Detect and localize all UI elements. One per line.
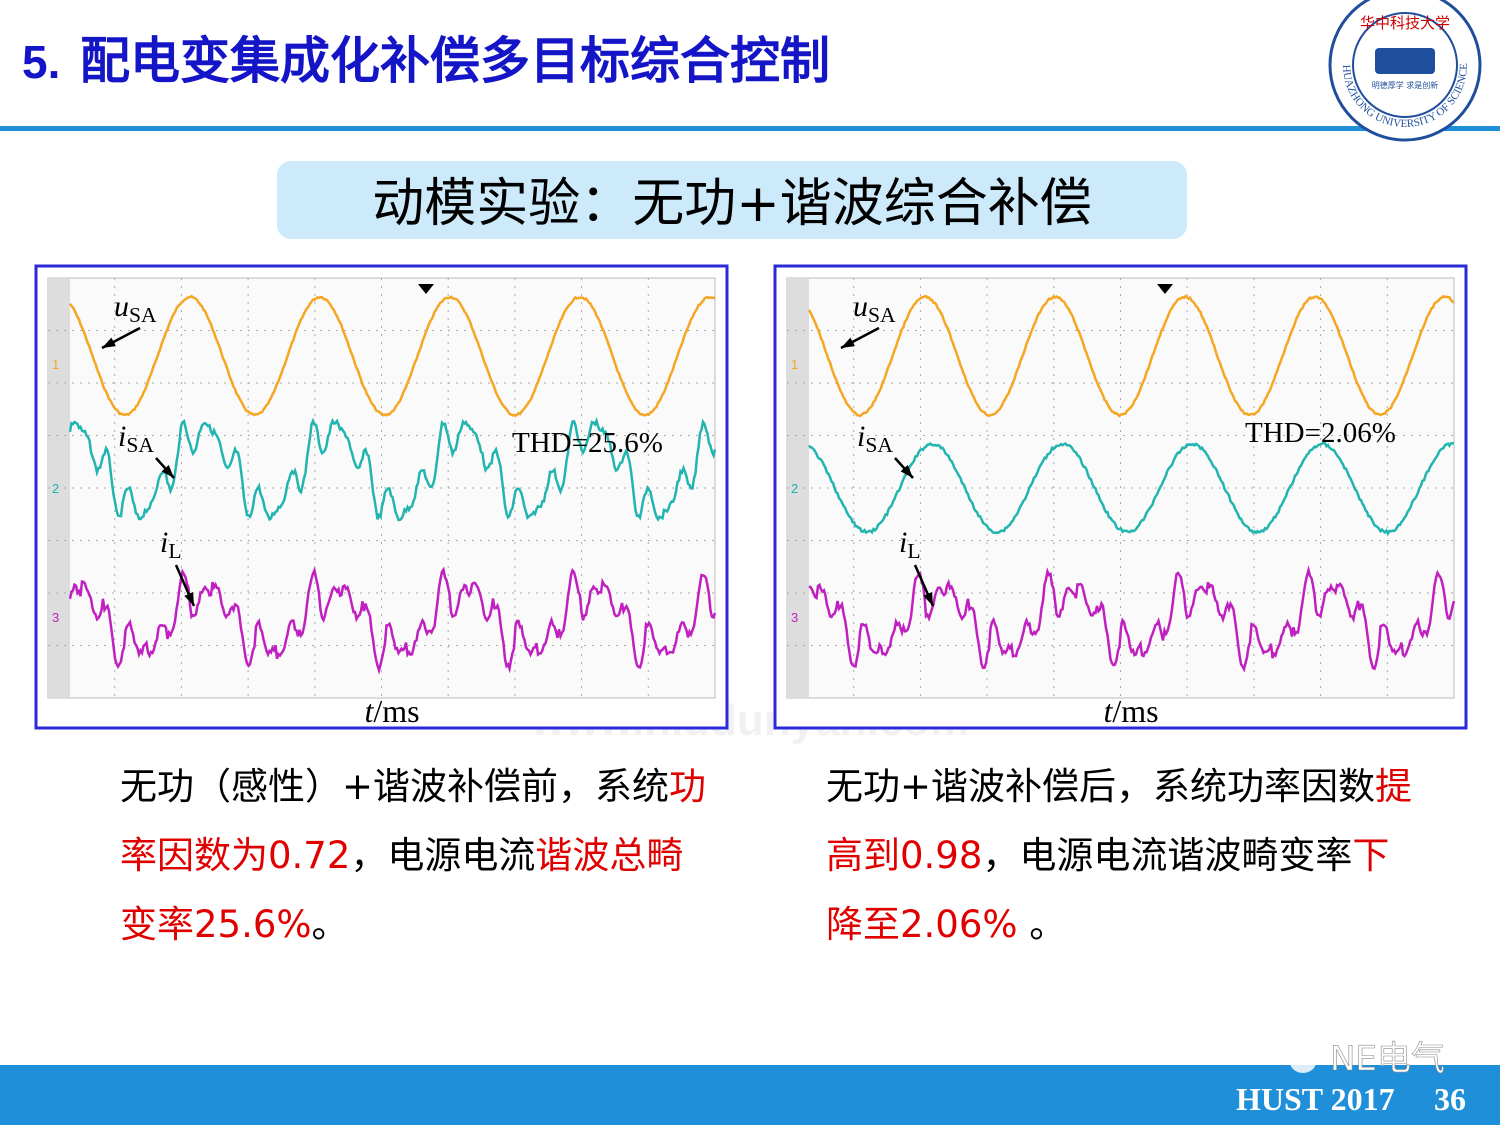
channel-marker: 1 — [52, 357, 59, 372]
signal-label: iSA — [118, 420, 154, 457]
footer-bar — [0, 1065, 1500, 1125]
x-axis-label: t/ms — [1103, 693, 1158, 729]
label-subscript: SA — [129, 303, 157, 327]
subtitle: 动模实验：无功+谐波综合补偿 — [372, 174, 1092, 234]
caption: 无功（感性）+谐波补偿前，系统功率因数为0.72，电源电流谐波总畸变率25.6%… — [120, 752, 710, 959]
arrow-head — [161, 465, 174, 478]
waveform-source-current — [68, 416, 717, 522]
footer-org: HUST 2017 — [1236, 1081, 1395, 1117]
label-subscript: L — [907, 539, 920, 563]
footer-brand: NE电气 — [1330, 1039, 1445, 1079]
channel-marker: 3 — [791, 610, 798, 625]
signal-label: uSA — [853, 290, 896, 327]
channel-marker: 1 — [791, 357, 798, 372]
waveform-voltage — [68, 294, 716, 418]
section-number: 5. — [22, 36, 60, 88]
label-symbol: u — [853, 290, 868, 323]
x-axis-symbol: t — [364, 693, 374, 729]
header-rule — [0, 126, 1500, 131]
caption-highlight: 提高到0.98 — [826, 765, 1413, 877]
label-subscript: L — [168, 539, 181, 563]
caption-text: 无功（感性）+谐波补偿前，系统 — [120, 765, 670, 808]
x-axis-unit: /ms — [373, 693, 419, 729]
caption-highlight: 功率因数为0.72 — [120, 765, 707, 877]
label-symbol: i — [118, 420, 126, 453]
thd-label: THD=25.6% — [512, 427, 663, 459]
label-subscript: SA — [126, 433, 154, 457]
thd-label: THD=2.06% — [1245, 417, 1396, 449]
arrow-head — [841, 337, 855, 348]
trigger-marker — [1157, 284, 1173, 294]
signal-label: uSA — [114, 290, 157, 327]
caption-text: ，电源电流谐波畸变率 — [982, 834, 1353, 877]
label-symbol: u — [114, 290, 129, 323]
caption: 无功+谐波补偿后，系统功率因数提高到0.98，电源电流谐波畸变率下降至2.06%… — [826, 752, 1416, 959]
arrow-head — [900, 465, 913, 478]
slide-title: 配电变集成化补偿多目标综合控制 — [80, 32, 830, 90]
label-symbol: i — [857, 420, 865, 453]
caption-highlight: 谐波总畸变率25.6% — [120, 834, 684, 946]
logo-name: 华中科技大学 — [1360, 14, 1450, 32]
waveform-load-current — [808, 565, 1456, 673]
x-axis-symbol: t — [1103, 693, 1113, 729]
waveform-load-current — [68, 566, 717, 675]
caption-text: 。 — [311, 903, 349, 946]
x-axis-label: t/ms — [364, 693, 419, 729]
channel-marker: 3 — [52, 610, 59, 625]
waveform-voltage — [807, 294, 1455, 418]
arrow-head — [102, 337, 116, 348]
subtitle-box — [277, 161, 1187, 239]
label-symbol: i — [899, 526, 907, 559]
caption-text: ，电源电流 — [350, 834, 536, 877]
label-symbol: i — [160, 526, 168, 559]
caption-text: 。 — [1017, 903, 1067, 946]
channel-marker: 2 — [52, 481, 59, 496]
x-axis-unit: /ms — [1112, 693, 1158, 729]
arrow-head — [184, 592, 194, 606]
caption-highlight: 下降至2.06% — [826, 834, 1390, 946]
waveform-source-current — [808, 441, 1455, 536]
signal-label: iSA — [857, 420, 893, 457]
arrow-head — [923, 592, 933, 606]
label-subscript: SA — [865, 433, 893, 457]
footer-page: 36 — [1434, 1081, 1466, 1117]
signal-label: iL — [899, 526, 921, 563]
signal-label: iL — [160, 526, 182, 563]
wechat-icon — [1267, 1039, 1316, 1073]
caption-text: 无功+谐波补偿后，系统功率因数 — [826, 765, 1376, 808]
label-subscript: SA — [868, 303, 896, 327]
logo-motto: 明德厚学 求是创新 — [1372, 80, 1439, 90]
trigger-marker — [418, 284, 434, 294]
channel-marker: 2 — [791, 481, 798, 496]
